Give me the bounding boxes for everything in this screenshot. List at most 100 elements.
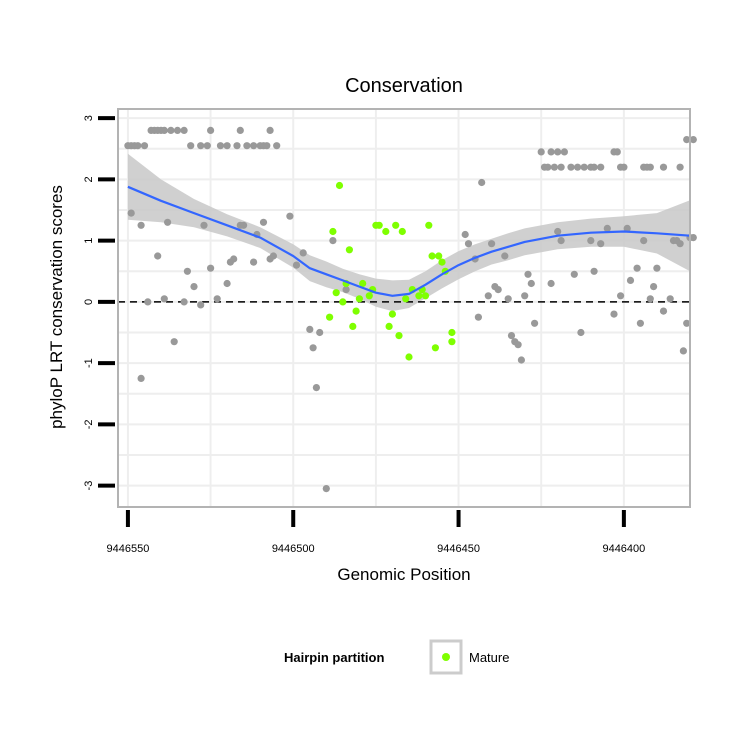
mature-point [332,289,340,297]
data-point [679,347,688,355]
plot-panel-border [117,108,691,508]
data-point [223,279,231,288]
data-point [620,163,628,171]
y-tick-label: 3 [83,115,95,121]
x-axis: 9446550 9446500 9446450 9446400 [107,510,645,555]
data-point [207,126,215,134]
data-point [524,270,532,278]
data-point [137,221,145,229]
data-point [170,338,178,346]
mature-point [375,221,383,229]
mature-point [352,307,360,315]
data-point [537,148,545,156]
data-point [292,261,301,269]
mature-point [382,227,390,236]
smooth-line-layer [127,185,691,297]
chart-title: Conservation [345,75,463,97]
data-point [203,142,211,150]
data-point [180,126,188,134]
data-point [636,319,645,327]
data-point [640,237,648,245]
data-point [322,485,330,493]
data-point [167,126,175,134]
data-point [306,325,314,333]
y-tick-label: -3 [83,481,95,491]
mature-point [402,295,410,303]
data-point [183,267,191,275]
data-point [137,374,145,382]
legend-key-mature [442,653,450,661]
mature-point [345,246,353,254]
data-point [140,142,149,150]
data-point [464,240,473,248]
mature-point [431,344,439,352]
data-point [154,252,162,260]
data-point [517,356,526,364]
data-point [531,319,539,327]
data-point [560,148,569,156]
mature-point [326,313,334,321]
data-point [160,295,168,303]
data-point [236,126,244,134]
mature-point [365,292,373,300]
y-tick-label: -1 [83,358,95,368]
data-point [501,252,509,260]
data-point [263,142,271,150]
x-tick-label: 9446400 [602,543,645,555]
mature-point [398,227,406,236]
mature-point [395,332,403,340]
data-point [666,295,674,303]
data-point [613,148,621,156]
data-point [299,249,307,257]
data-point [597,163,605,171]
data-point [617,292,625,300]
data-point [587,237,595,245]
data-point [610,310,618,318]
mature-point [329,227,337,236]
data-point [597,240,605,248]
x-axis-title: Genomic Position [337,565,470,584]
data-point [312,384,320,392]
data-point [233,142,241,150]
data-point [646,295,654,303]
data-point [626,276,635,284]
data-point [266,126,274,134]
mature-point [385,322,393,330]
data-point [676,163,684,171]
data-point [250,142,258,150]
data-point [554,227,562,236]
mature-point [359,279,367,288]
data-point [603,224,611,232]
data-point [590,163,598,171]
mature-point [428,252,436,260]
data-point [623,224,631,232]
data-point [329,237,337,245]
data-point [650,283,658,291]
mature-point [339,298,347,306]
mature-point [421,292,430,300]
mature-point [392,221,400,229]
data-point [653,264,661,272]
data-point [173,126,182,134]
data-point [273,142,281,150]
data-point [240,221,248,229]
smooth-line [127,185,691,297]
y-axis-title: phyloP LRT conservation scores [47,185,66,429]
data-point [574,163,582,171]
legend-title: Hairpin partition [284,650,384,665]
mature-point [335,181,344,190]
mature-point [415,292,423,300]
data-point [207,264,215,272]
data-point [554,148,562,156]
data-point [659,307,668,315]
data-point [461,230,469,239]
mature-point [448,338,456,346]
legend: Hairpin partition Mature [284,639,509,675]
data-point [134,142,142,150]
data-point [269,252,277,260]
grid-lines [118,109,690,507]
data-point [507,332,516,340]
mature-point [425,221,433,229]
data-point [550,163,559,171]
